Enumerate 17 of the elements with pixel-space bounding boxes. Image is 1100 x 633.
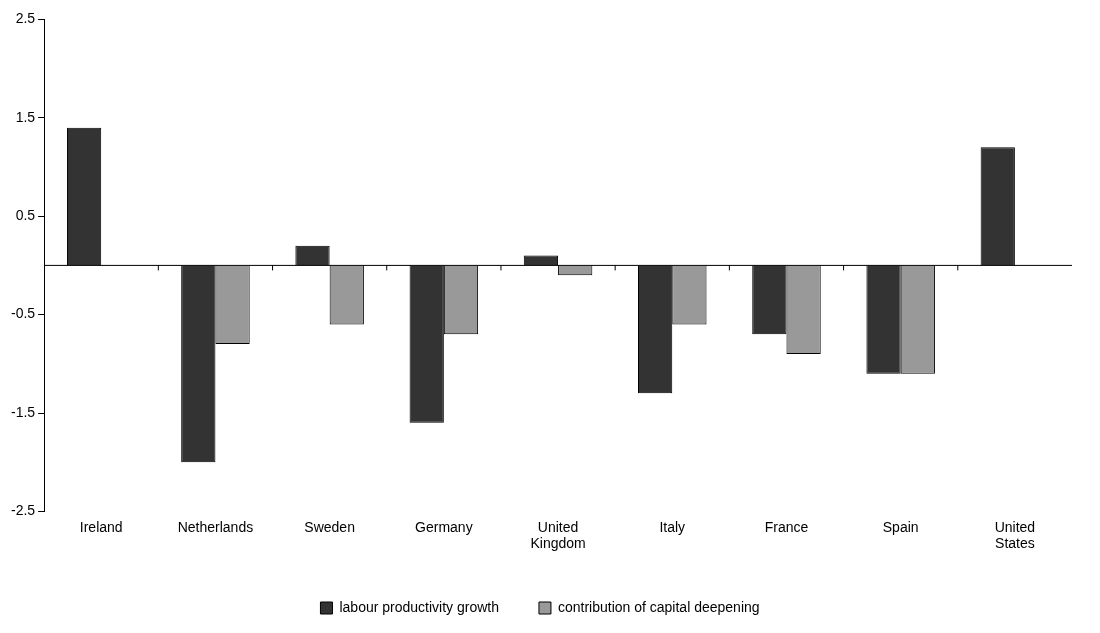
y-tick-label: 0.5 — [15, 207, 36, 224]
x-tick-label: Ireland — [79, 518, 123, 535]
x-tick-label: United States — [994, 518, 1036, 552]
y-tick-label: -0.5 — [11, 305, 36, 322]
x-tick-label: Italy — [659, 518, 686, 535]
legend-label: contribution of capital deepening — [557, 598, 760, 615]
legend-label: labour productivity growth — [339, 598, 499, 615]
x-tick-label: Germany — [415, 518, 473, 535]
x-tick-label: United Kingdom — [530, 518, 586, 552]
y-tick-label: 2.5 — [15, 10, 36, 27]
y-tick-label: 1.5 — [15, 108, 36, 125]
x-tick-label: Spain — [882, 518, 919, 535]
x-tick-label: France — [764, 518, 809, 535]
y-tick-label: -1.5 — [11, 403, 36, 420]
x-tick-label: Netherlands — [177, 518, 254, 535]
x-tick-label: Sweden — [304, 518, 355, 535]
y-tick-label: -2.5 — [11, 502, 36, 519]
